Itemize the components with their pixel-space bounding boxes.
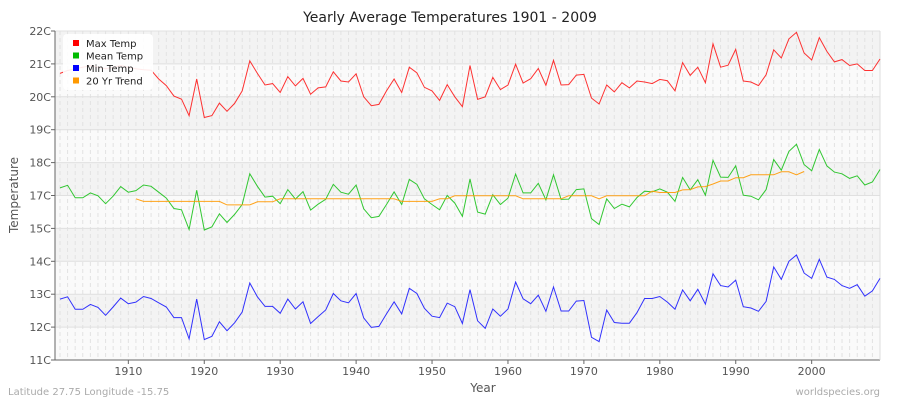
gridlines bbox=[55, 30, 881, 361]
legend-swatch bbox=[73, 77, 79, 84]
y-tick-label: 15C bbox=[29, 222, 51, 235]
x-tick-label: 1930 bbox=[266, 365, 294, 378]
y-tick-label: 21C bbox=[29, 58, 51, 71]
series-line-max-temp bbox=[59, 31, 881, 119]
plot-band bbox=[55, 228, 880, 262]
y-tick-label: 20C bbox=[29, 91, 51, 104]
y-tick-label: 17C bbox=[29, 190, 51, 203]
location-footer: Latitude 27.75 Longitude -15.75 bbox=[8, 387, 169, 398]
legend-box bbox=[63, 34, 153, 90]
x-tick-label: 1920 bbox=[190, 365, 218, 378]
plot-band bbox=[55, 327, 880, 360]
y-tick-label: 13C bbox=[29, 288, 51, 301]
axes: 22C 21C 20C 19C 18C 17C 15C 14C 13C 12C 11C 1910 192… bbox=[29, 25, 881, 378]
x-tick-label: 1940 bbox=[342, 365, 370, 378]
y-tick-label: 22C bbox=[29, 25, 51, 38]
legend-label: 20 Yr Trend bbox=[86, 77, 143, 88]
plot-band bbox=[55, 31, 880, 64]
y-axis-label: Temperature bbox=[7, 157, 21, 234]
plot-band bbox=[55, 261, 880, 295]
x-tick-label: 1990 bbox=[722, 365, 750, 378]
series-line-20-yr-trend bbox=[135, 171, 805, 206]
x-tick-label: 1970 bbox=[570, 365, 598, 378]
legend-swatch bbox=[73, 65, 79, 71]
legend-swatch bbox=[73, 40, 79, 46]
plot-band bbox=[55, 96, 880, 130]
x-tick-label: 1910 bbox=[114, 365, 142, 378]
series-line-mean-temp bbox=[59, 143, 881, 232]
plot-band bbox=[55, 129, 880, 163]
y-tick-label: 19C bbox=[29, 124, 51, 137]
legend-label: Max Temp bbox=[86, 39, 137, 50]
y-tick-label: 14C bbox=[29, 255, 51, 268]
legend-label: Min Temp bbox=[86, 64, 134, 75]
x-tick-label: 1980 bbox=[646, 365, 674, 378]
chart-title: Yearly Average Temperatures 1901 - 2009 bbox=[302, 10, 597, 26]
x-tick-label: 1950 bbox=[418, 365, 446, 378]
y-tick-label: 11C bbox=[29, 354, 51, 367]
site-footer: worldspecies.org bbox=[796, 387, 880, 398]
y-tick-label: 18C bbox=[29, 157, 51, 170]
plot-band bbox=[55, 195, 880, 229]
legend-label: Mean Temp bbox=[86, 52, 143, 63]
legend-swatch bbox=[73, 52, 79, 59]
x-axis-label: Year bbox=[469, 381, 495, 395]
x-tick-label: 1960 bbox=[494, 365, 522, 378]
y-tick-label: 12C bbox=[29, 321, 51, 334]
series-lines bbox=[59, 31, 881, 343]
x-tick-label: 2000 bbox=[798, 365, 826, 378]
